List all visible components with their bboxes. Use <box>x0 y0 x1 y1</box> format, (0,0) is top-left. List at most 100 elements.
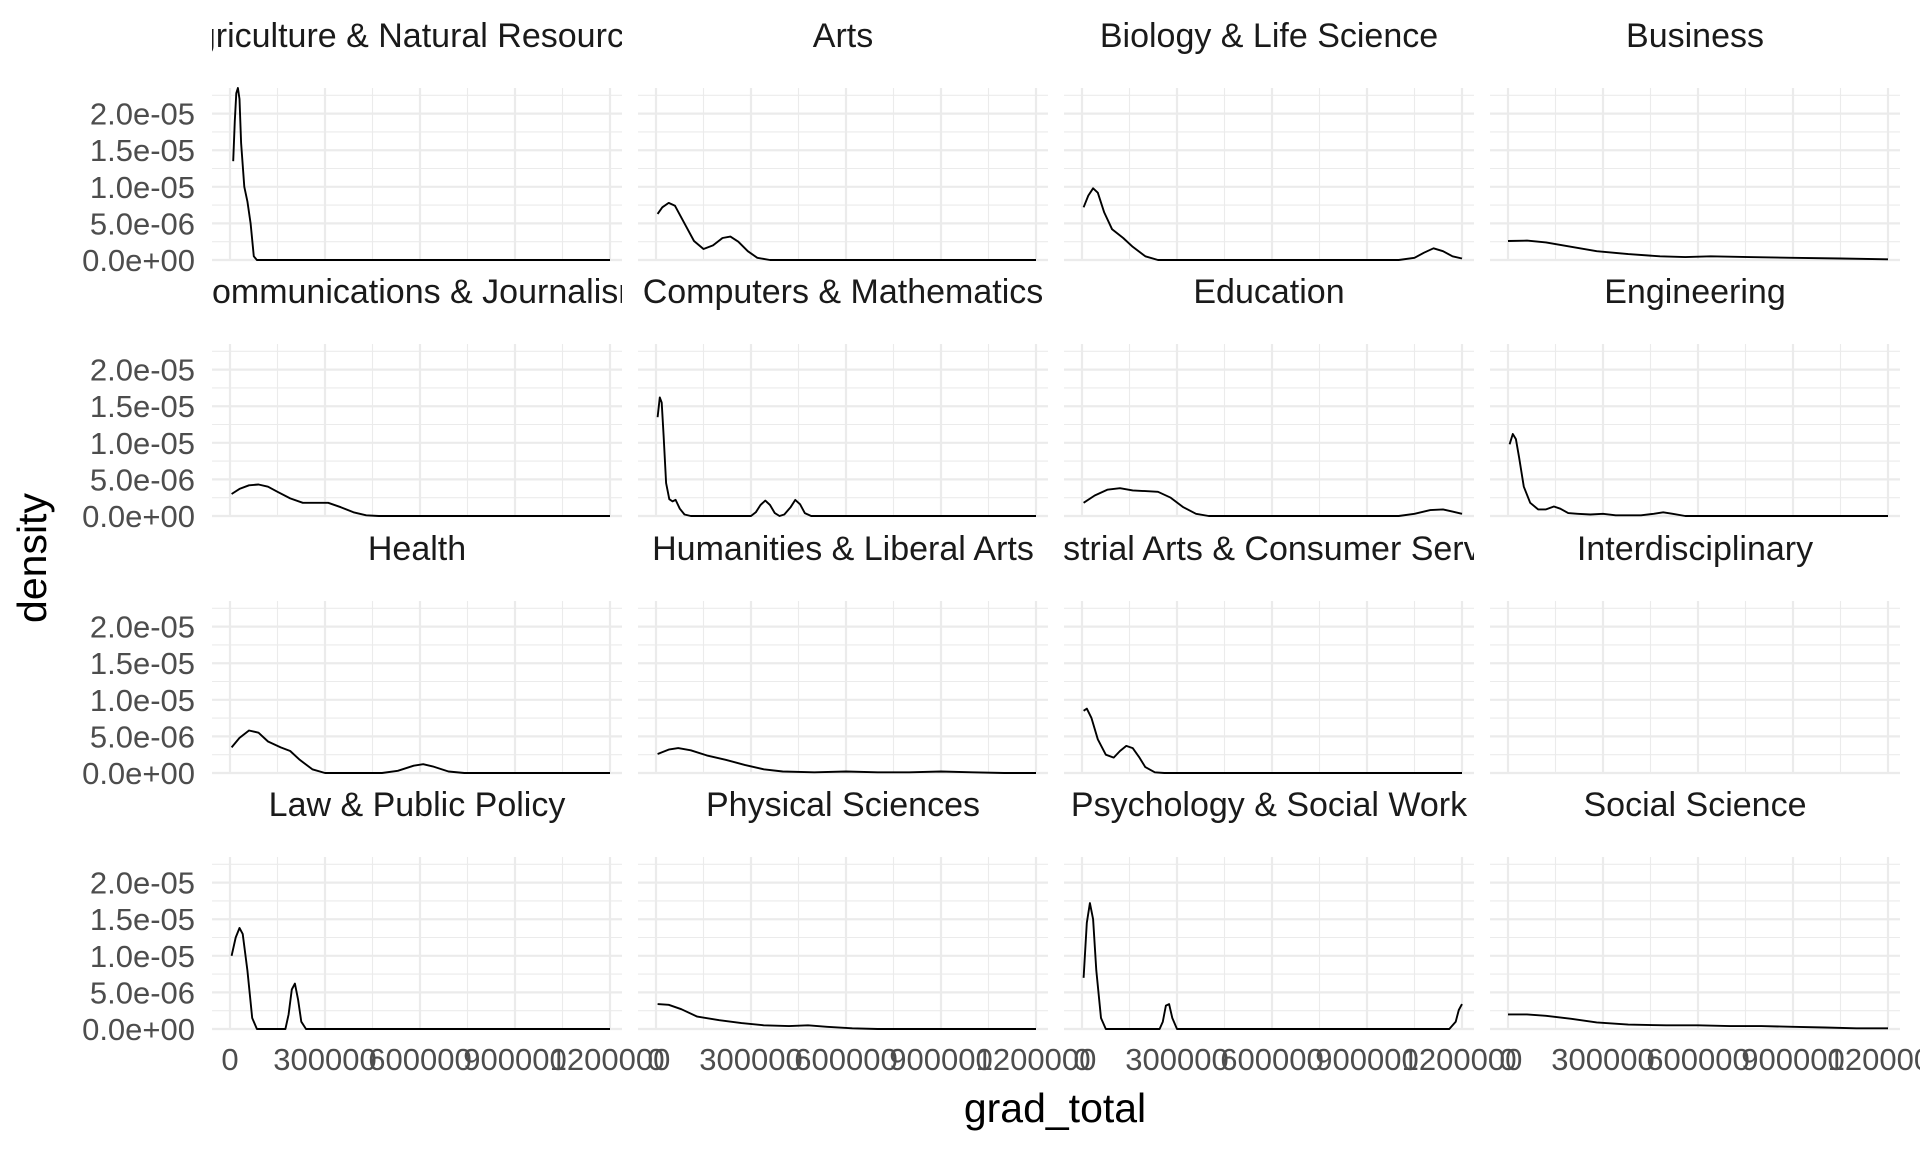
facet-strip-label: Engineering <box>1604 273 1785 311</box>
x-tick-label: 900000 <box>1741 1042 1844 1077</box>
facet-panel: Humanities & Liberal Arts <box>638 530 1048 775</box>
facet-gridlines <box>1064 601 1474 775</box>
y-tick-label: 0.0e+00 <box>82 1012 195 1047</box>
y-tick-label: 5.0e-06 <box>90 719 195 754</box>
x-tick-label: 900000 <box>463 1042 566 1077</box>
facet-strip-label: Interdisciplinary <box>1577 530 1813 568</box>
facet-panel: Business <box>1490 17 1900 262</box>
x-tick-label: 1200000 <box>550 1042 671 1077</box>
y-tick-label: 1.0e-05 <box>90 683 195 718</box>
facet-gridlines <box>638 601 1048 775</box>
x-tick-label: 1200000 <box>1828 1042 1920 1077</box>
density-curve <box>1507 239 1889 261</box>
density-curve <box>656 201 1036 261</box>
density-curve <box>1508 1013 1888 1030</box>
facet-panel: Communications & Journalism 0.0e+005.0e-0… <box>82 273 646 534</box>
facet-gridlines <box>212 88 622 262</box>
density-curve <box>1083 487 1463 517</box>
x-tick-label: 300000 <box>1551 1042 1654 1077</box>
y-tick-label: 5.0e-06 <box>90 975 195 1010</box>
y-tick-label: 2.0e-05 <box>90 866 195 901</box>
facet-strip-label: Social Science <box>1583 786 1806 824</box>
x-tick-label: 600000 <box>1220 1042 1323 1077</box>
x-tick-label: 600000 <box>368 1042 471 1077</box>
y-tick-label: 2.0e-05 <box>90 353 195 388</box>
y-tick-label: 1.5e-05 <box>90 133 195 168</box>
x-axis-title: grad_total <box>964 1085 1146 1131</box>
y-tick-label: 2.0e-05 <box>90 610 195 645</box>
x-tick-label: 0 <box>221 1042 238 1077</box>
facet-strip-label: Education <box>1193 273 1344 311</box>
density-curve <box>1082 187 1463 261</box>
density-curve <box>230 927 610 1030</box>
x-tick-label: 900000 <box>889 1042 992 1077</box>
facet-gridlines <box>212 601 622 775</box>
y-tick-label: 2.0e-05 <box>90 97 195 132</box>
facet-gridlines <box>638 88 1048 262</box>
facet-gridlines <box>1490 344 1900 518</box>
x-tick-label: 1200000 <box>976 1042 1097 1077</box>
x-tick-label: 600000 <box>1646 1042 1749 1077</box>
x-tick-label: 0 <box>647 1042 664 1077</box>
facet-strip-label: Arts <box>813 17 873 55</box>
y-tick-label: 1.0e-05 <box>90 426 195 461</box>
facet-grid: Agriculture & Natural Resources0.0e+005.… <box>82 17 1920 1077</box>
facet-gridlines <box>1064 88 1474 262</box>
y-tick-label: 1.5e-05 <box>90 646 195 681</box>
facet-panel: Interdisciplinary <box>1490 530 1900 775</box>
facet-panel: Arts <box>638 17 1048 262</box>
facet-strip-label: Agriculture & Natural Resources <box>174 17 660 55</box>
y-tick-label: 0.0e+00 <box>82 243 195 278</box>
facet-panel: Agriculture & Natural Resources 0.0e+005.… <box>82 17 660 278</box>
facet-panel: Health 0.0e+005.0e-061.0e-051.5e-052.0e-0… <box>82 530 622 791</box>
facet-strip-label: Biology & Life Science <box>1100 17 1438 55</box>
y-tick-label: 5.0e-06 <box>90 462 195 497</box>
y-tick-label: 1.5e-05 <box>90 902 195 937</box>
facet-panel: Engineering <box>1490 273 1900 518</box>
density-curve <box>1508 433 1888 517</box>
facet-gridlines <box>638 344 1048 518</box>
density-curve <box>657 1003 1036 1030</box>
y-tick-label: 1.0e-05 <box>90 170 195 205</box>
facet-panel: Education <box>1064 273 1474 518</box>
facet-panel: Psychology & Social Work 0 300000600000900… <box>1064 786 1522 1077</box>
y-axis-title: density <box>9 493 55 623</box>
facet-strip-label: Business <box>1626 17 1764 55</box>
density-curve <box>230 729 610 774</box>
x-tick-label: 600000 <box>794 1042 897 1077</box>
x-tick-label: 0 <box>1499 1042 1516 1077</box>
density-curve <box>231 483 610 517</box>
facet-gridlines <box>212 857 622 1031</box>
facet-strip-label: Computers & Mathematics <box>643 273 1044 311</box>
facet-gridlines <box>1490 601 1900 775</box>
facet-gridlines <box>1490 857 1900 1031</box>
facet-gridlines <box>638 857 1048 1031</box>
density-curve <box>232 87 610 261</box>
facet-strip-label: Psychology & Social Work <box>1071 786 1468 824</box>
y-tick-label: 0.0e+00 <box>82 756 195 791</box>
y-tick-label: 5.0e-06 <box>90 206 195 241</box>
x-tick-label: 300000 <box>273 1042 376 1077</box>
x-tick-label: 900000 <box>1315 1042 1418 1077</box>
facet-gridlines <box>1064 857 1474 1031</box>
facet-strip-label: Physical Sciences <box>706 786 980 824</box>
facet-strip-label: Communications & Journalism <box>187 273 646 311</box>
facet-strip-label: Health <box>368 530 466 568</box>
facet-strip-label: Industrial Arts & Consumer Services <box>997 530 1541 568</box>
x-tick-label: 300000 <box>1125 1042 1228 1077</box>
density-curve <box>1083 707 1462 774</box>
x-tick-label: 0 <box>1073 1042 1090 1077</box>
density-curve <box>656 396 1036 517</box>
y-tick-label: 0.0e+00 <box>82 499 195 534</box>
facet-panel: Biology & Life Science <box>1064 17 1474 262</box>
y-tick-label: 1.5e-05 <box>90 389 195 424</box>
facet-gridlines <box>1064 344 1474 518</box>
facet-panel: Industrial Arts & Consumer Services <box>997 530 1541 775</box>
facet-strip-label: Law & Public Policy <box>269 786 566 824</box>
facet-panel: Law & Public Policy 0.0e+005.0e-061.0e-05… <box>82 786 670 1077</box>
density-curve <box>1082 902 1463 1030</box>
facet-gridlines <box>1490 88 1900 262</box>
facet-panel: Physical Sciences 0 3000006000009000001200… <box>638 786 1096 1077</box>
